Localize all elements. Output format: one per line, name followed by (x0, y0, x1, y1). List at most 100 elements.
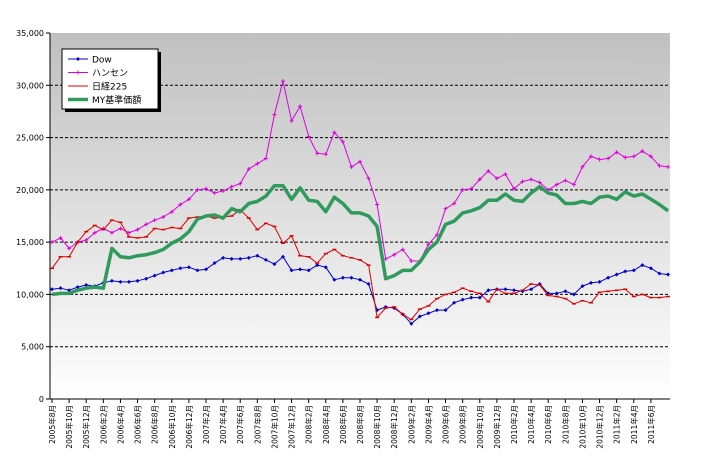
data-point (169, 209, 174, 214)
data-point (323, 265, 328, 270)
x-tick-label: 2009年10月 (475, 405, 485, 449)
data-point (477, 295, 482, 300)
data-point (204, 267, 208, 272)
x-tick-label: 2009年12月 (492, 405, 502, 449)
data-point (400, 247, 405, 252)
data-point (460, 187, 465, 192)
data-point (212, 261, 217, 266)
data-point (469, 295, 474, 300)
data-point (563, 178, 568, 183)
data-point (666, 164, 670, 169)
data-point (529, 177, 534, 182)
x-tick-label: 2009年4月 (423, 405, 433, 444)
data-point (255, 161, 260, 166)
data-point (195, 187, 200, 192)
data-point (597, 279, 602, 284)
data-point (358, 277, 362, 282)
data-point (50, 287, 54, 292)
data-point (161, 270, 166, 275)
x-tick-label: 2008年8月 (355, 405, 365, 444)
data-point (298, 267, 303, 272)
data-point (315, 151, 320, 156)
gridlines (50, 84, 670, 348)
data-point (118, 226, 123, 231)
x-tick-label: 2010年10月 (577, 405, 587, 449)
data-point (221, 255, 226, 260)
data-point (255, 253, 260, 258)
data-point (204, 186, 208, 191)
data-point (614, 272, 619, 277)
data-point (657, 271, 662, 276)
legend-label: Dow (92, 56, 112, 66)
x-axis-ticks: 2005年8月 2005年10月 2005年12月 2006年2月 2006年4月 200… (47, 399, 656, 449)
data-point (503, 172, 508, 177)
x-tick-label: 2009年2月 (406, 405, 416, 444)
data-point (298, 104, 303, 109)
data-point (486, 169, 491, 174)
x-tick-label: 2006年2月 (98, 405, 108, 444)
data-point (186, 265, 191, 270)
data-point (263, 257, 268, 262)
data-point (366, 176, 371, 181)
legend-label: MY基準価額 (92, 94, 141, 106)
data-point (178, 202, 183, 207)
data-point (238, 181, 243, 186)
data-point (623, 155, 628, 160)
data-point (161, 215, 166, 220)
data-point (84, 238, 89, 243)
y-tick-label: 30,000 (16, 81, 44, 90)
x-tick-label: 2007年8月 (252, 405, 262, 444)
x-tick-label: 2005年8月 (47, 405, 57, 444)
data-point (589, 154, 593, 159)
data-point (272, 112, 277, 117)
data-point (340, 275, 345, 280)
x-tick-label: 2011年6月 (646, 405, 656, 444)
data-point (144, 276, 149, 281)
y-axis-ticks: 0 5,000 10,000 15,000 20,000 25,000 30,000 35,0… (16, 29, 50, 404)
data-point (580, 284, 585, 289)
data-point (281, 254, 285, 259)
data-point (229, 256, 234, 261)
data-point (58, 286, 63, 291)
x-tick-label: 2006年4月 (115, 405, 125, 444)
data-point (648, 266, 653, 271)
data-point (563, 289, 568, 294)
data-point (657, 163, 662, 168)
data-point (392, 252, 397, 257)
data-point (623, 269, 628, 274)
data-point (554, 182, 559, 187)
data-point (666, 272, 670, 277)
y-tick-label: 5,000 (21, 343, 44, 352)
data-point (127, 230, 131, 235)
data-point (118, 279, 123, 284)
data-point (606, 275, 611, 280)
data-point (426, 311, 431, 316)
data-point (435, 232, 439, 237)
data-point (571, 292, 576, 297)
y-tick-label: 0 (39, 395, 44, 404)
data-point (409, 321, 414, 326)
x-tick-label: 2008年12月 (389, 405, 399, 449)
data-point (648, 154, 653, 159)
data-point (537, 180, 542, 185)
data-point (606, 156, 611, 161)
x-tick-label: 2010年6月 (543, 405, 553, 444)
data-point (281, 79, 285, 84)
data-point (349, 275, 354, 280)
data-point (340, 139, 345, 144)
data-point (50, 240, 54, 245)
data-point (460, 297, 465, 302)
data-point (614, 150, 619, 155)
data-point (246, 166, 251, 171)
legend-marker (76, 57, 80, 61)
x-tick-label: 2007年12月 (287, 405, 297, 449)
data-point (169, 268, 174, 273)
data-point (135, 278, 140, 283)
data-point (67, 246, 72, 251)
data-point (512, 186, 516, 191)
x-tick-label: 2006年6月 (133, 405, 143, 444)
y-tick-label: 25,000 (16, 134, 44, 143)
data-point (589, 280, 593, 285)
data-point (512, 288, 516, 293)
